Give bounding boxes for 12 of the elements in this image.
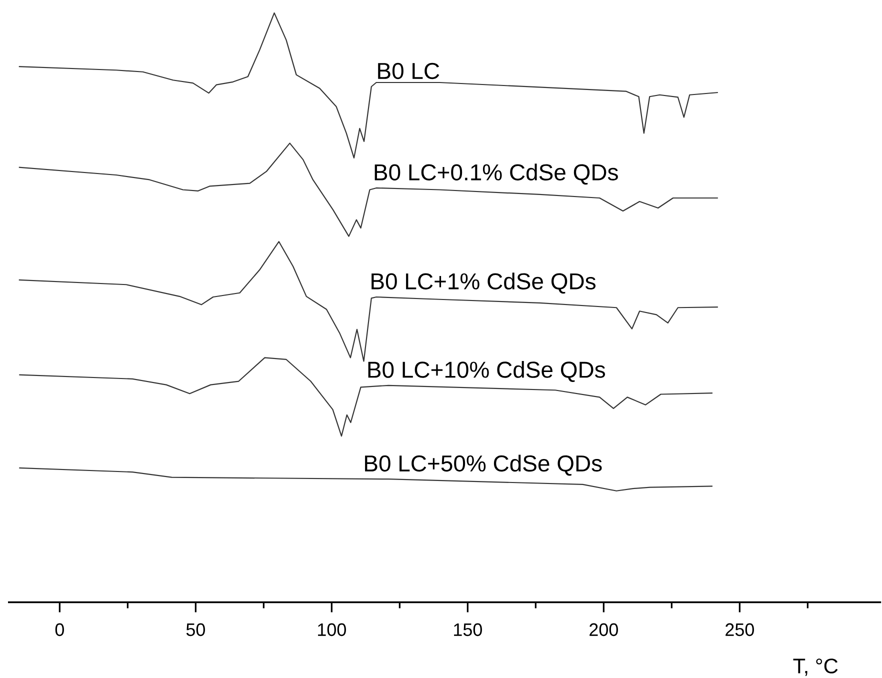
- series-label: B0 LC+10% CdSe QDs: [368, 360, 606, 382]
- x-tick-label: 100: [318, 623, 346, 636]
- x-tick-label: 150: [454, 623, 482, 636]
- series-label: B0 LC+0.1% CdSe QDs: [374, 163, 618, 184]
- x-tick-label: 0: [55, 623, 64, 636]
- x-tick-label: 200: [590, 623, 618, 636]
- x-tick-label: 50: [186, 623, 205, 636]
- series-label: B0 LC+50% CdSe QDs: [365, 454, 602, 476]
- x-tick-label: 250: [726, 623, 754, 636]
- x-axis-title: T, °C: [793, 658, 838, 676]
- series-label: B0 LC+1% CdSe QDs: [372, 272, 596, 294]
- series-label: B0 LC: [378, 62, 440, 79]
